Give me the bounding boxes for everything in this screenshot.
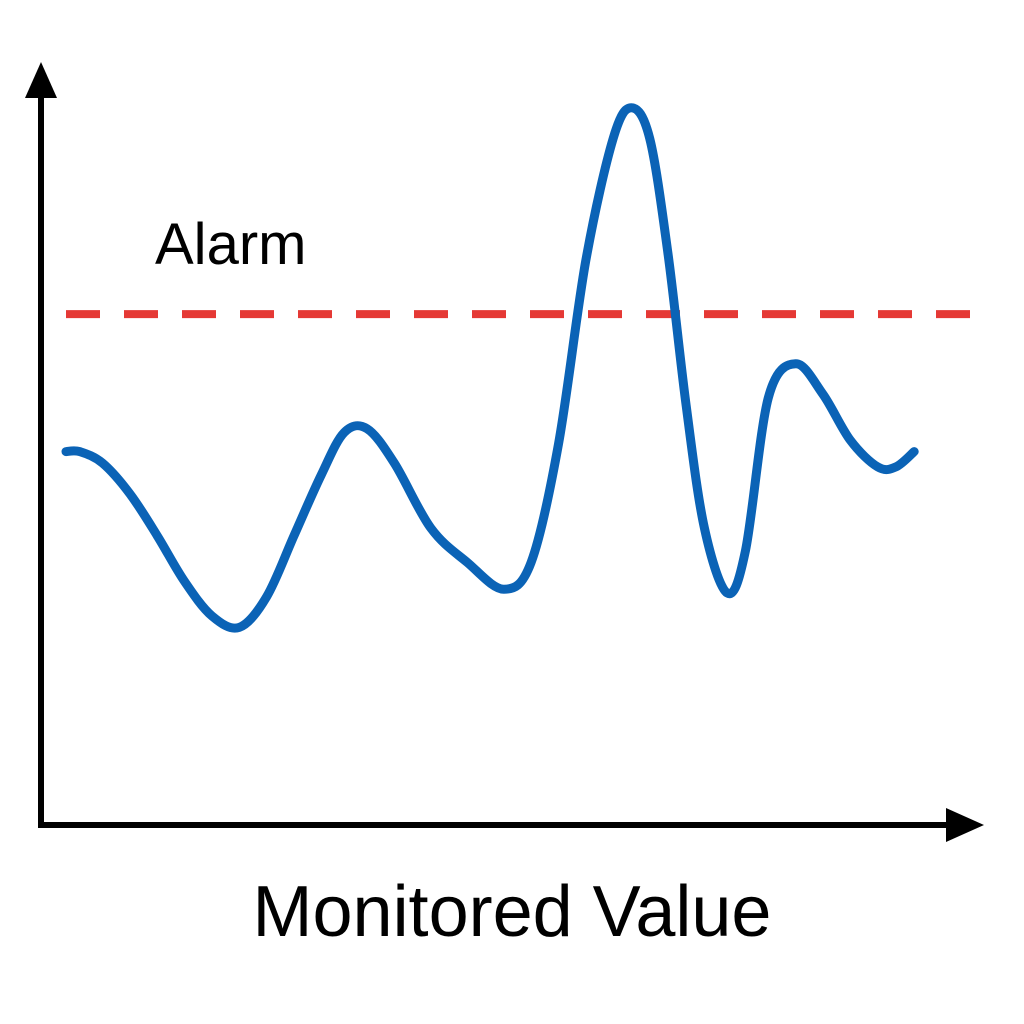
- x-axis-arrowhead: [946, 808, 984, 842]
- x-axis-title: Monitored Value: [253, 872, 772, 952]
- alarm-label: Alarm: [155, 212, 306, 277]
- monitored-value-line: [61, 103, 919, 633]
- axes: [25, 62, 984, 842]
- y-axis-arrowhead: [25, 62, 57, 98]
